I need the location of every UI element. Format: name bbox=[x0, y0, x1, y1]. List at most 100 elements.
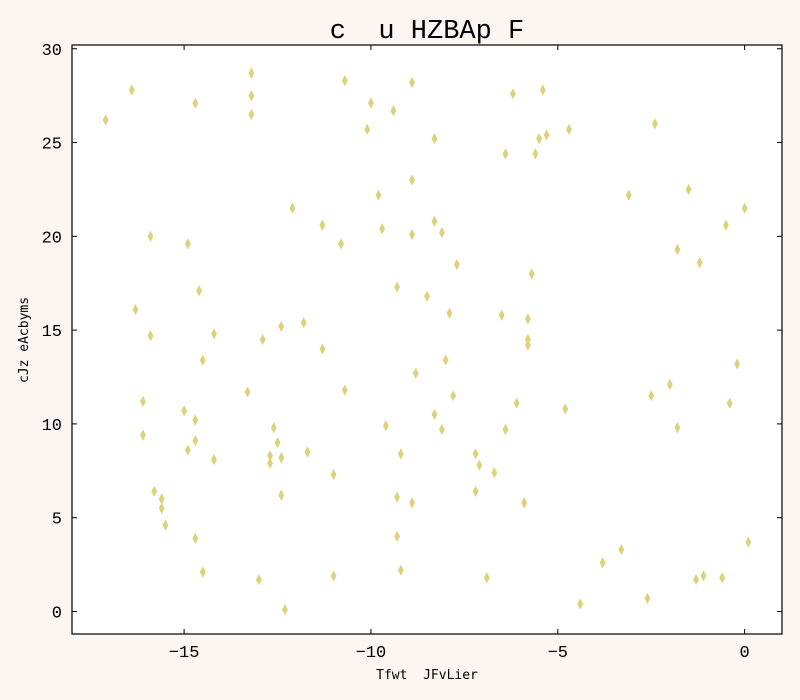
data-point bbox=[723, 219, 729, 231]
data-point bbox=[745, 536, 752, 548]
data-point bbox=[599, 557, 606, 569]
data-point bbox=[330, 570, 337, 582]
data-point bbox=[211, 453, 217, 466]
x-axis-label: Tfwt JFvLier bbox=[376, 668, 478, 683]
data-point bbox=[502, 423, 509, 436]
data-point bbox=[652, 118, 658, 130]
data-point bbox=[102, 114, 109, 126]
data-point bbox=[244, 386, 251, 398]
y-tick-label: 15 bbox=[42, 323, 62, 342]
data-point bbox=[644, 592, 651, 605]
data-point bbox=[397, 564, 404, 576]
data-point bbox=[439, 226, 445, 239]
data-point bbox=[439, 423, 445, 436]
data-point bbox=[338, 238, 344, 250]
data-point bbox=[248, 67, 255, 79]
data-point bbox=[300, 316, 307, 329]
data-point bbox=[693, 573, 699, 586]
data-point bbox=[618, 543, 625, 556]
data-point bbox=[319, 343, 326, 355]
data-point bbox=[521, 497, 528, 509]
chart-title: c u HZBAp F bbox=[330, 17, 524, 47]
data-point bbox=[147, 330, 154, 342]
data-point bbox=[184, 444, 191, 456]
data-point bbox=[140, 395, 146, 408]
data-point bbox=[532, 148, 539, 160]
data-point bbox=[158, 502, 165, 514]
y-tick-label: 10 bbox=[42, 417, 62, 436]
data-point bbox=[674, 243, 681, 256]
data-point bbox=[199, 354, 206, 366]
data-point bbox=[304, 446, 311, 458]
data-point bbox=[446, 307, 453, 319]
data-point bbox=[510, 88, 516, 100]
data-point bbox=[524, 339, 531, 351]
data-point bbox=[319, 219, 326, 231]
data-point bbox=[341, 74, 348, 87]
plot-area bbox=[72, 45, 782, 634]
data-point bbox=[330, 468, 337, 481]
data-point bbox=[382, 420, 389, 432]
data-point bbox=[379, 223, 386, 235]
data-point bbox=[696, 256, 703, 269]
data-point bbox=[472, 485, 479, 498]
data-point bbox=[192, 97, 199, 109]
data-point bbox=[648, 390, 655, 402]
data-point bbox=[536, 133, 543, 145]
data-point bbox=[192, 532, 199, 544]
data-point bbox=[147, 230, 154, 242]
data-point bbox=[502, 148, 509, 160]
data-point bbox=[132, 303, 139, 316]
points-layer bbox=[102, 67, 752, 616]
data-point bbox=[394, 491, 401, 503]
data-point bbox=[255, 573, 262, 586]
data-point bbox=[409, 76, 415, 89]
x-tick-label: 0 bbox=[740, 644, 750, 663]
data-point bbox=[409, 174, 415, 186]
data-point bbox=[375, 189, 382, 201]
y-axis-label: cJz eAcbyms bbox=[17, 297, 32, 383]
data-point bbox=[431, 215, 438, 227]
data-point bbox=[562, 403, 569, 415]
data-point bbox=[151, 485, 158, 498]
data-point bbox=[192, 435, 199, 447]
data-point bbox=[278, 320, 285, 333]
data-point bbox=[397, 448, 404, 460]
data-point bbox=[442, 354, 449, 366]
data-point bbox=[453, 258, 460, 271]
data-point bbox=[625, 189, 632, 201]
y-tick-label: 20 bbox=[42, 229, 62, 248]
data-point bbox=[539, 84, 546, 96]
data-point bbox=[491, 467, 498, 479]
data-point bbox=[289, 202, 296, 214]
data-point bbox=[192, 414, 199, 426]
data-point bbox=[248, 108, 255, 121]
data-point bbox=[741, 202, 748, 214]
data-point bbox=[267, 450, 273, 462]
y-tick-label: 0 bbox=[52, 604, 62, 623]
y-tick-label: 5 bbox=[52, 511, 62, 530]
data-point bbox=[726, 397, 733, 409]
data-point bbox=[184, 238, 191, 250]
y-tick-label: 25 bbox=[42, 136, 62, 155]
data-point bbox=[270, 422, 277, 434]
data-point bbox=[140, 429, 146, 441]
data-point bbox=[734, 358, 741, 370]
data-point bbox=[431, 133, 438, 145]
data-point bbox=[409, 228, 415, 241]
data-point bbox=[431, 408, 438, 421]
data-point bbox=[719, 572, 726, 584]
data-point bbox=[577, 598, 584, 610]
plot-frame bbox=[71, 44, 783, 635]
data-point bbox=[394, 530, 401, 543]
data-point bbox=[498, 309, 505, 321]
data-point bbox=[199, 566, 206, 578]
x-tick-label: −15 bbox=[169, 644, 200, 663]
data-point bbox=[524, 313, 531, 325]
data-point bbox=[368, 97, 374, 109]
data-point bbox=[341, 384, 348, 396]
data-point bbox=[364, 123, 371, 136]
data-point bbox=[128, 84, 135, 96]
data-point bbox=[476, 459, 483, 471]
